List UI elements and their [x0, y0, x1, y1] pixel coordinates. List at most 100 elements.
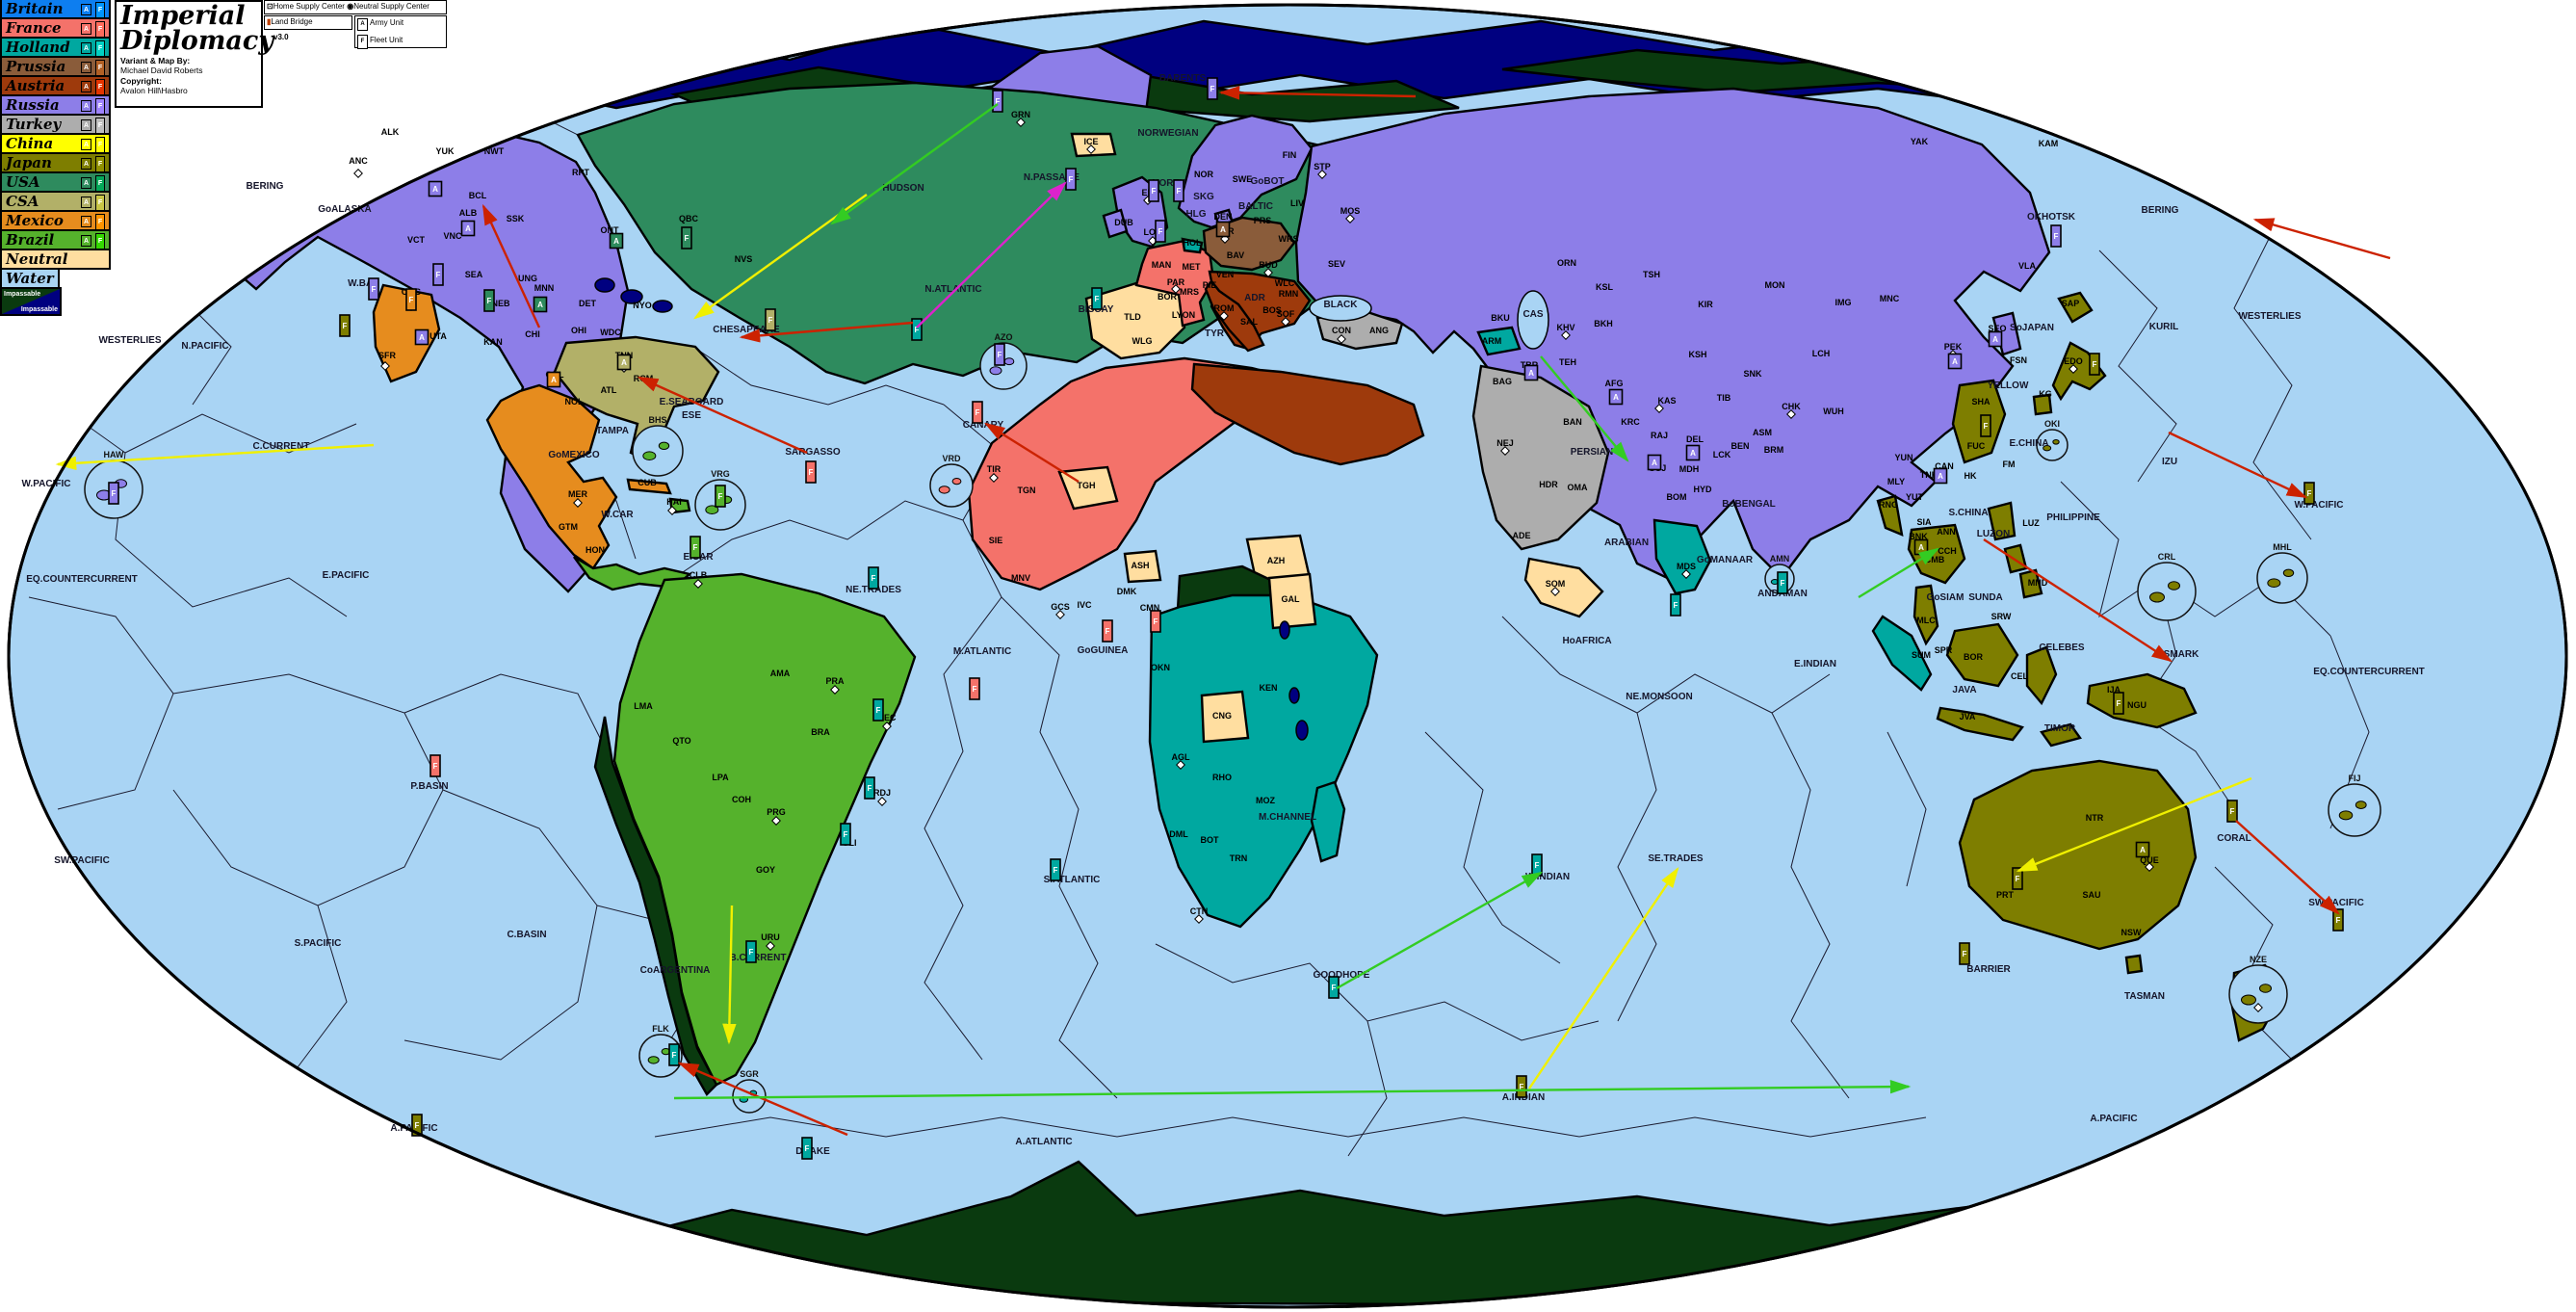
army-chip-icon: A	[81, 4, 91, 15]
sea-label-bobengal: BoBENGAL	[1722, 499, 1776, 510]
province-label-bra: BRA	[811, 727, 830, 737]
province-label-ang: ANG	[1369, 326, 1389, 335]
supply-center-marker	[1194, 914, 1204, 924]
army-unit-russia: A	[428, 180, 443, 197]
map-title-line2: Diplomacyv3.0	[120, 26, 289, 57]
supply-center-marker	[1176, 760, 1185, 770]
province-label-nyo: NYO	[633, 301, 652, 310]
province-label-okn: OKN	[1151, 663, 1170, 672]
svg-text:A: A	[1690, 449, 1696, 458]
territory	[2018, 568, 2043, 599]
svg-text:F: F	[2117, 699, 2121, 708]
province-label-clb: CLB	[690, 570, 708, 580]
territory	[1102, 208, 1129, 239]
legend-label-neutral: Neutral	[6, 249, 68, 268]
fleet-unit-usa: F	[681, 226, 692, 249]
svg-text:F: F	[1963, 950, 1967, 958]
sea-label-gobot: GoBOT	[1251, 176, 1285, 187]
province-label-rom: ROM	[1214, 303, 1235, 313]
province-label-bor: BOR	[1964, 652, 1984, 662]
sea-label-westerlies: WESTERLIES	[2238, 311, 2301, 322]
svg-text:F: F	[1106, 627, 1110, 636]
province-label-seo: SEO	[1988, 324, 2006, 333]
province-label-ash: ASH	[1131, 561, 1149, 570]
sea-label-ese: ESE	[682, 410, 701, 421]
legend-label: Russia	[6, 95, 60, 114]
fleet-chip-icon: F	[95, 195, 105, 211]
sea-label-n.passage: N.PASSAGE	[1024, 172, 1080, 183]
legend-entry-japan: Japan A F	[0, 152, 111, 173]
province-label-luz: LUZ	[2022, 518, 2040, 528]
province-label-spr: SPR	[1935, 645, 1953, 655]
legend-entry-neutral: Neutral	[0, 249, 111, 270]
province-label-tnk: TNK	[1920, 470, 1939, 480]
province-label-prg: PRG	[767, 807, 786, 817]
fleet-unit-holland: F	[1050, 858, 1061, 881]
fleet-chip-icon: F	[95, 60, 105, 76]
territory	[1523, 557, 1604, 618]
sea-label-w.pacific: W.PACIFIC	[2295, 500, 2344, 511]
province-label-nej: NEJ	[1496, 438, 1514, 448]
supply-center-marker	[2145, 862, 2154, 872]
supply-center-marker	[1681, 569, 1691, 579]
sea-label-adr: ADR	[1244, 293, 1265, 303]
province-label-swe: SWE	[1233, 174, 1253, 184]
copyright-label: Copyright:	[120, 76, 162, 87]
province-label-sia: SIA	[1916, 517, 1932, 527]
svg-text:A: A	[1992, 335, 1998, 344]
svg-text:F: F	[844, 830, 848, 839]
province-label-mon: MON	[1765, 280, 1785, 290]
province-label-ksl: KSL	[1596, 282, 1614, 292]
svg-text:A: A	[537, 301, 543, 309]
svg-text:F: F	[487, 297, 492, 305]
supply-center-marker	[1561, 330, 1571, 340]
province-label-ven: VEN	[1216, 270, 1235, 279]
svg-text:F: F	[1177, 187, 1182, 196]
legend-label-impassable-land: Impassable	[4, 291, 41, 298]
province-label-coh: COH	[732, 795, 751, 804]
credit-name: Michael David Roberts	[120, 65, 203, 75]
fleet-unit-japan: F	[1516, 1075, 1527, 1098]
province-label-wdc: WDC	[600, 328, 621, 337]
supply-center-marker	[1281, 317, 1290, 327]
province-label-ung: UNG	[518, 274, 537, 283]
province-label-gtm: GTM	[559, 522, 578, 532]
province-label-chi: CHI	[525, 329, 540, 339]
province-label-ksh: KSH	[1688, 350, 1706, 359]
order-arrows-layer	[55, 86, 2391, 1137]
svg-text:A: A	[2140, 846, 2146, 854]
province-label-lck: LCK	[1713, 450, 1731, 459]
province-label-lpa: LPA	[712, 773, 729, 782]
svg-text:F: F	[1069, 175, 1074, 184]
province-label-tsh: TSH	[1643, 270, 1660, 279]
province-label-vct: VCT	[407, 235, 426, 245]
svg-text:F: F	[1210, 85, 1215, 93]
island-group-crl: CRL	[2137, 552, 2197, 621]
svg-text:F: F	[1154, 617, 1158, 626]
fleet-chip-icon: F	[95, 137, 105, 153]
province-label-cng: CNG	[1212, 711, 1232, 721]
army-unit-usa: A	[533, 296, 548, 313]
fleet-unit-icon: F	[357, 35, 368, 49]
territory	[1070, 132, 1117, 158]
svg-text:F: F	[1520, 1083, 1524, 1091]
sea-label-tampa: TAMPA	[596, 426, 629, 436]
svg-text:A: A	[465, 224, 471, 233]
sea-label-hudson: HUDSON	[882, 183, 924, 194]
fleet-chip-icon: F	[95, 233, 105, 249]
sea-label-black: BLACK	[1324, 300, 1359, 310]
fleet-unit-japan: F	[2113, 692, 2124, 715]
fleet-unit-france: F	[1150, 610, 1161, 633]
province-label-con: CON	[1332, 326, 1351, 335]
army-unit-russia: A	[1647, 454, 1662, 471]
legend-power-rows: Britain A F France A F Holland A F Prussia A F Austr…	[0, 0, 111, 250]
supply-center-marker	[1550, 587, 1560, 596]
territory	[573, 555, 692, 591]
army-chip-icon: A	[81, 197, 91, 208]
sea-label-a.pacific: A.PACIFIC	[2090, 1114, 2137, 1124]
army-unit-usa: A	[609, 232, 624, 249]
province-label-arm: ARM	[1482, 336, 1502, 346]
sea-label-w.pacific: W.PACIFIC	[22, 479, 71, 489]
island-group-bhs: BHS	[632, 415, 684, 477]
territory	[1177, 114, 1314, 229]
